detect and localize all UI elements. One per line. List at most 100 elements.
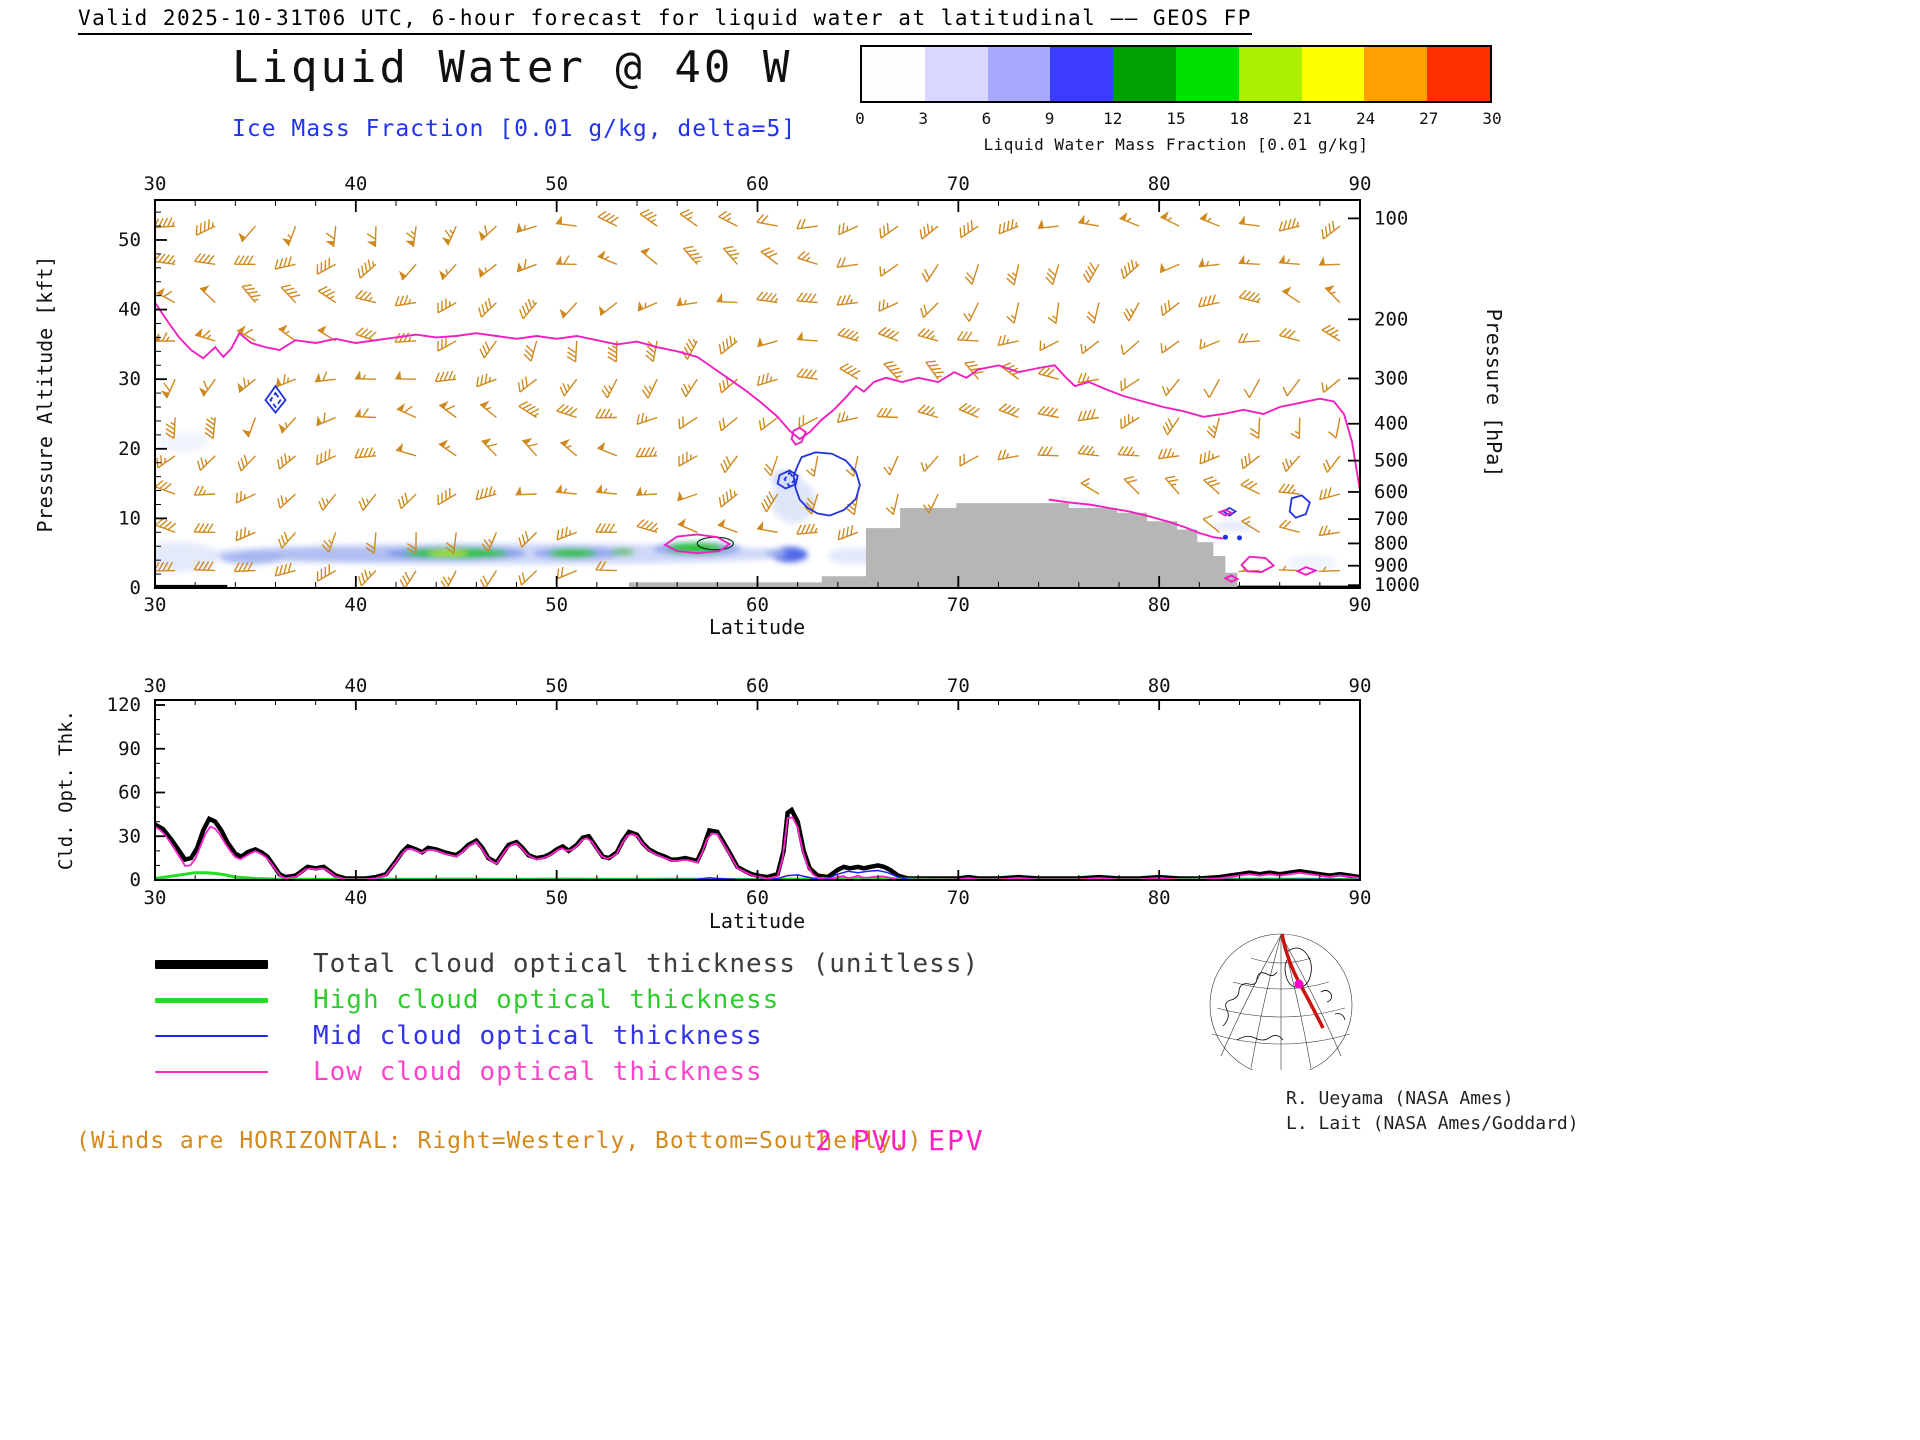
- tick-label: 40: [118, 299, 141, 321]
- map-graticule: [1209, 933, 1353, 1070]
- tick-label: 60: [746, 173, 769, 195]
- ice-subtitle: Ice Mass Fraction [0.01 g/kg, delta=5]: [232, 116, 797, 142]
- colorbar-label: Liquid Water Mass Fraction [0.01 g/kg]: [983, 135, 1369, 154]
- epv-contours: [155, 302, 1360, 583]
- legend-row-total: Total cloud optical thickness (unitless): [155, 946, 1135, 982]
- map-coastline: [1222, 947, 1346, 1041]
- tick-label: 60: [118, 782, 141, 804]
- tick-label: 50: [545, 675, 568, 697]
- tick-label: 10: [118, 507, 141, 529]
- surface-strip: [155, 584, 228, 588]
- tick-label: 40: [344, 173, 367, 195]
- tick-label: 30: [144, 173, 167, 195]
- lower-chart: 30304040505060607070808090900306090120La…: [55, 675, 1371, 933]
- tick-label: 70: [947, 173, 970, 195]
- tick-label: 80: [1148, 887, 1171, 909]
- tick-label: 30: [118, 368, 141, 390]
- terrain: [629, 503, 1238, 588]
- tick-label: 30: [118, 825, 141, 847]
- colorbar-tick-label: 6: [981, 109, 992, 128]
- tick-label: 90: [1349, 594, 1372, 616]
- tick-label: 200: [1374, 308, 1408, 330]
- legend-label-high: High cloud optical thickness: [313, 985, 780, 1015]
- tick-label: 40: [344, 887, 367, 909]
- colorbar-segment: [1050, 47, 1114, 101]
- colorbar-tick-label: 12: [1103, 109, 1123, 128]
- cross-section-point: [1294, 979, 1304, 989]
- colorbar-segment: [1113, 47, 1176, 101]
- tick-label: 50: [118, 229, 141, 251]
- colorbar-tick-label: 24: [1355, 109, 1376, 128]
- legend: Total cloud optical thickness (unitless)…: [155, 946, 1135, 1090]
- legend-line-total: [155, 959, 268, 969]
- wind-barbs: [155, 209, 1341, 588]
- tick-label: 70: [947, 594, 970, 616]
- legend-row-mid: Mid cloud optical thickness: [155, 1018, 1135, 1054]
- legend-label-mid: Mid cloud optical thickness: [313, 1021, 763, 1051]
- tick-label: 800: [1374, 532, 1408, 554]
- credit-line-1: R. Ueyama (NASA Ames): [1286, 1088, 1514, 1109]
- tick-label: 60: [746, 675, 769, 697]
- legend-row-low: Low cloud optical thickness: [155, 1054, 1135, 1090]
- tick-label: Pressure Altitude [kft]: [33, 256, 57, 533]
- map-inset: [1209, 933, 1353, 1070]
- colorbar-tick-label: 21: [1292, 109, 1313, 128]
- upper-axis-labels: 3030404050506060707080809090010203040501…: [33, 173, 1506, 639]
- colorbar-tick-label: 9: [1044, 109, 1055, 128]
- tick-label: Latitude: [709, 909, 805, 933]
- tick-label: 900: [1374, 555, 1408, 577]
- epv-note: 2 PVU EPV: [815, 1124, 985, 1157]
- colorbar-tick-label: 30: [1482, 109, 1502, 128]
- tick-label: Cld. Opt. Thk.: [55, 710, 77, 870]
- legend-line-high: [155, 997, 268, 1003]
- winds-note: (Winds are HORIZONTAL: Right=Westerly, B…: [76, 1128, 923, 1154]
- tick-label: 40: [344, 594, 367, 616]
- credits: R. Ueyama (NASA Ames) L. Lait (NASA Ames…: [1286, 1086, 1579, 1136]
- tick-label: 300: [1374, 367, 1408, 389]
- tick-label: 0: [130, 577, 141, 599]
- tick-label: 60: [746, 594, 769, 616]
- upper-chart: 3030404050506060707080809090010203040501…: [33, 173, 1506, 639]
- legend-label-low: Low cloud optical thickness: [313, 1057, 763, 1087]
- tick-label: 40: [344, 675, 367, 697]
- tick-label: 30: [144, 887, 167, 909]
- tick-label: 50: [545, 173, 568, 195]
- tick-label: 500: [1374, 450, 1408, 472]
- colorbar-tick-label: 27: [1419, 109, 1439, 128]
- tick-label: 80: [1148, 173, 1171, 195]
- tick-label: 700: [1374, 508, 1408, 530]
- colorbar-segment: [924, 47, 988, 101]
- ice-contours: [264, 384, 1311, 541]
- tick-label: 90: [1349, 887, 1372, 909]
- colorbar-tick-label: 18: [1229, 109, 1249, 128]
- colorbar-tick-label: 3: [918, 109, 929, 128]
- upper-frame: [154, 199, 1361, 589]
- tick-label: 100: [1374, 207, 1408, 229]
- colorbar-segment: [1364, 47, 1428, 101]
- legend-row-high: High cloud optical thickness: [155, 982, 1135, 1018]
- tick-label: 90: [1349, 675, 1372, 697]
- tick-label: 400: [1374, 413, 1408, 435]
- tick-label: 30: [144, 594, 167, 616]
- legend-label-total: Total cloud optical thickness (unitless): [313, 949, 980, 979]
- tick-label: 90: [1349, 173, 1372, 195]
- valid-line: Valid 2025-10-31T06 UTC, 6-hour forecast…: [78, 6, 1252, 35]
- legend-line-mid: [155, 1035, 268, 1037]
- tick-label: 80: [1148, 675, 1171, 697]
- credit-line-2: L. Lait (NASA Ames/Goddard): [1286, 1113, 1579, 1134]
- colorbar-segment: [1427, 47, 1490, 101]
- surface-strip: [1237, 585, 1360, 588]
- tick-label: 30: [144, 675, 167, 697]
- lower-frame: [154, 699, 1361, 881]
- tick-label: 600: [1374, 481, 1408, 503]
- tick-label: 1000: [1374, 574, 1420, 596]
- colorbar-ticks: 0 3 6 9 12 15 18 21 24 27 30: [855, 109, 1501, 131]
- colorbar-tick-label: 0: [855, 109, 865, 128]
- tick-label: Latitude: [709, 615, 805, 639]
- colorbar-segments: [860, 45, 1492, 103]
- lower-axis-labels: 30304040505060607070808090900306090120La…: [55, 675, 1371, 933]
- tick-label: 50: [545, 887, 568, 909]
- tick-label: 60: [746, 887, 769, 909]
